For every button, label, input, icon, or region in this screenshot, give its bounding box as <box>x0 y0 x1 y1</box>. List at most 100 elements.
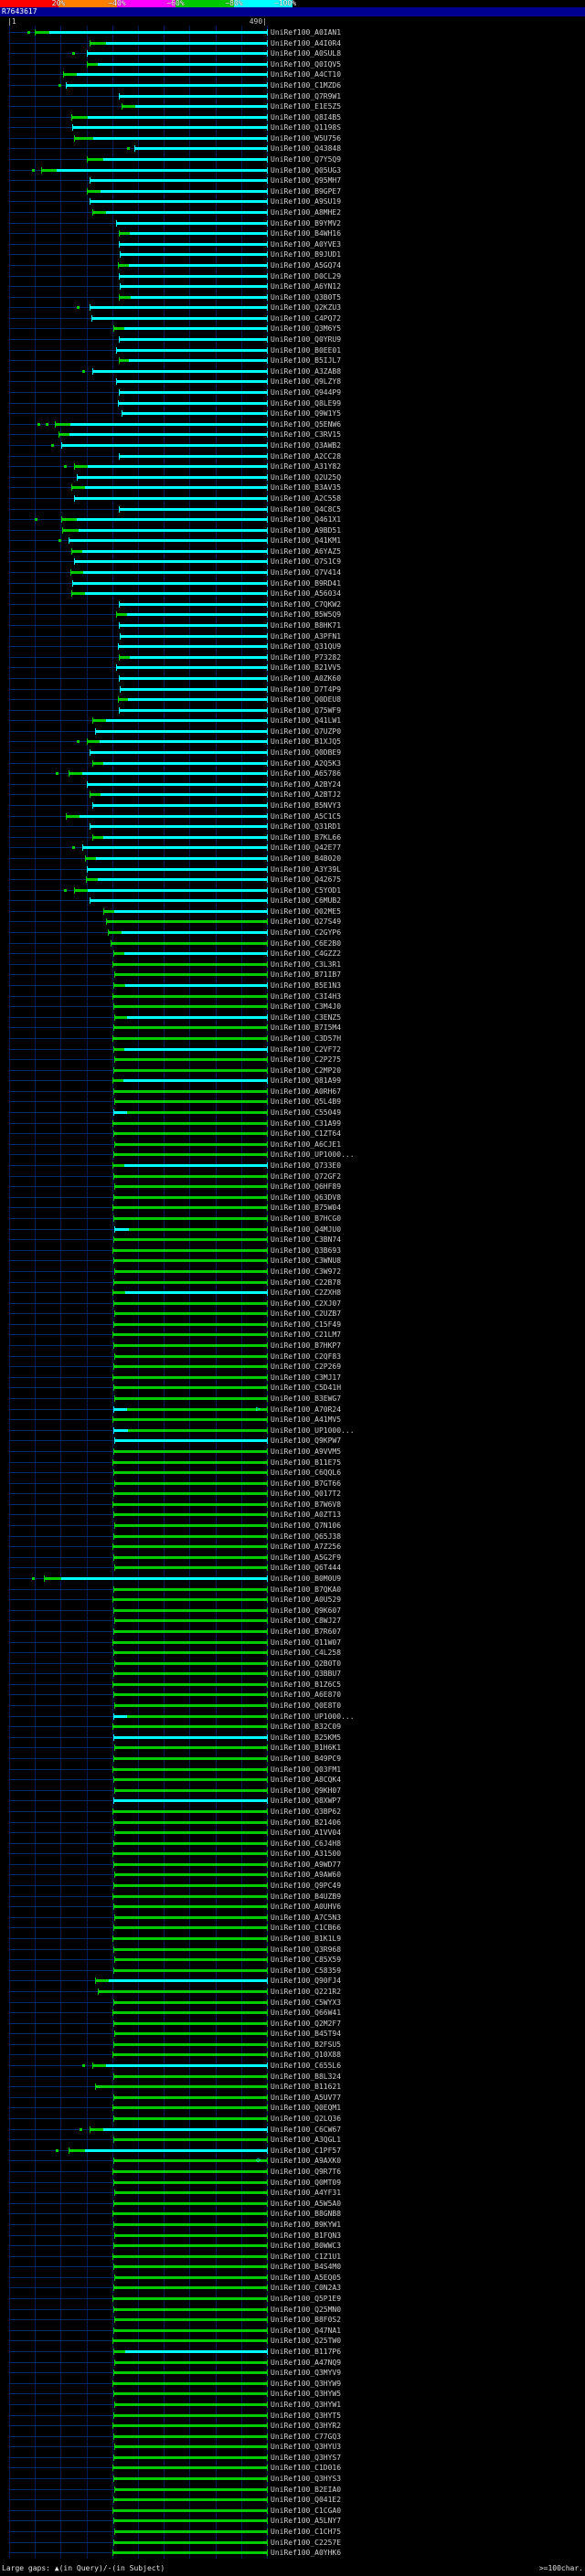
hit-label[interactable]: UniRef100_Q75WF9 <box>271 705 342 715</box>
hit-label[interactable]: UniRef100_Q31RD1 <box>271 822 342 832</box>
hit-bar-segment[interactable] <box>116 348 267 352</box>
hit-bar-segment[interactable] <box>113 1714 128 1718</box>
hit-bar-segment[interactable] <box>113 1735 267 1739</box>
hit-bar-segment[interactable] <box>127 1015 267 1019</box>
hit-label[interactable]: UniRef100_Q3MYV9 <box>271 2369 342 2378</box>
hit-bar-segment[interactable] <box>114 1619 267 1623</box>
hit-bar-segment[interactable] <box>90 306 267 310</box>
hit-label[interactable]: UniRef100_C2MP20 <box>271 1065 342 1075</box>
hit-label[interactable]: UniRef100_Q9R7T6 <box>271 2167 342 2176</box>
hit-label[interactable]: UniRef100_C5YOD1 <box>271 885 342 895</box>
hit-label[interactable]: UniRef100_B1H6K1 <box>271 1744 342 1753</box>
hit-label[interactable]: UniRef100_C3W972 <box>271 1267 342 1276</box>
hit-bar-segment[interactable] <box>35 31 50 34</box>
hit-bar-segment[interactable] <box>114 1015 128 1019</box>
hit-label[interactable]: UniRef100_A0YHK6 <box>271 2549 342 2558</box>
hit-label[interactable]: UniRef100_Q3HYW9 <box>271 2379 342 2388</box>
hit-bar-segment[interactable] <box>87 62 99 66</box>
hit-label[interactable]: UniRef100_Q11W07 <box>271 1638 342 1647</box>
hit-label[interactable]: UniRef100_C1CGA0 <box>271 2506 342 2515</box>
hit-bar-segment[interactable] <box>112 1079 124 1083</box>
hit-label[interactable]: UniRef100_C6E2B0 <box>271 938 342 948</box>
hit-bar-segment[interactable] <box>113 1947 267 1951</box>
hit-bar-segment[interactable] <box>128 359 267 363</box>
hit-bar-segment[interactable] <box>114 2275 267 2279</box>
hit-label[interactable]: UniRef100_A2C558 <box>271 493 342 503</box>
hit-bar-segment[interactable] <box>120 634 267 638</box>
hit-bar-segment[interactable] <box>106 719 267 723</box>
hit-label[interactable]: UniRef100_B7KL66 <box>271 832 342 842</box>
hit-bar-segment[interactable] <box>101 189 267 193</box>
hit-bar-segment[interactable] <box>119 602 267 606</box>
hit-label[interactable]: UniRef100_B9JUD1 <box>271 250 342 260</box>
hit-label[interactable]: UniRef100_A0RH67 <box>271 1087 342 1096</box>
hit-label[interactable]: UniRef100_Q02ME5 <box>271 906 342 916</box>
hit-label[interactable]: UniRef100_B75W04 <box>271 1203 342 1213</box>
hit-label[interactable]: UniRef100_B4B020 <box>271 853 342 863</box>
hit-bar-segment[interactable] <box>113 1449 267 1453</box>
hit-bar-segment[interactable] <box>113 1841 267 1845</box>
hit-bar-segment[interactable] <box>113 1259 267 1263</box>
hit-label[interactable]: UniRef100_C58359 <box>271 1966 342 1975</box>
hit-bar-segment[interactable] <box>114 2530 267 2533</box>
hit-label[interactable]: UniRef100_UP1000... <box>271 1712 355 1721</box>
hit-bar-segment[interactable] <box>113 1407 127 1411</box>
hit-label[interactable]: UniRef100_C3L3R1 <box>271 959 342 969</box>
hit-label[interactable]: UniRef100_C22B78 <box>271 1277 342 1287</box>
hit-bar-segment[interactable] <box>114 1058 267 1062</box>
hit-label[interactable]: UniRef100_Q7R9W1 <box>271 91 342 101</box>
hit-label[interactable]: UniRef100_C3ENZ5 <box>271 1012 342 1022</box>
hit-label[interactable]: UniRef100_Q9PC49 <box>271 1882 342 1891</box>
hit-bar-segment[interactable] <box>103 158 267 162</box>
hit-label[interactable]: UniRef100_Q10X88 <box>271 2051 342 2060</box>
hit-label[interactable]: UniRef100_Q0DBE9 <box>271 748 342 758</box>
hit-bar-segment[interactable] <box>118 263 129 267</box>
hit-bar-segment[interactable] <box>113 2519 267 2523</box>
hit-bar-segment[interactable] <box>98 1989 267 1993</box>
hit-bar-segment[interactable] <box>112 2212 267 2216</box>
hit-bar-segment[interactable] <box>113 1322 267 1326</box>
hit-label[interactable]: UniRef100_Q6T444 <box>271 1564 342 1573</box>
hit-label[interactable]: UniRef100_Q9K607 <box>271 1606 342 1615</box>
hit-label[interactable]: UniRef100_Q3AWB2 <box>271 440 342 450</box>
hit-bar-segment[interactable] <box>90 793 101 797</box>
hit-label[interactable]: UniRef100_Q221R2 <box>271 1987 342 1996</box>
hit-bar-segment[interactable] <box>70 422 267 426</box>
hit-label[interactable]: UniRef100_C2P275 <box>271 1055 342 1065</box>
hit-label[interactable]: UniRef100_C1PF57 <box>271 2146 342 2155</box>
hit-label[interactable]: UniRef100_B4WH16 <box>271 229 342 239</box>
hit-label[interactable]: UniRef100_UP1000... <box>271 1150 355 1160</box>
hit-bar-segment[interactable] <box>114 1100 267 1104</box>
hit-label[interactable]: UniRef100_Q0EQM1 <box>271 2104 342 2113</box>
hit-label[interactable]: UniRef100_Q7Y5Q9 <box>271 155 342 164</box>
hit-bar-segment[interactable] <box>114 1227 129 1231</box>
hit-bar-segment[interactable] <box>114 1439 267 1443</box>
hit-bar-segment[interactable] <box>112 2254 267 2258</box>
hit-label[interactable]: UniRef100_B3AV35 <box>271 483 342 493</box>
hit-label[interactable]: UniRef100_Q65J38 <box>271 1532 342 1541</box>
hit-label[interactable]: UniRef100_Q41LW1 <box>271 716 342 726</box>
hit-bar-segment[interactable] <box>122 105 135 109</box>
hit-bar-segment[interactable] <box>78 528 267 532</box>
hit-bar-segment[interactable] <box>131 295 267 299</box>
hit-label[interactable]: UniRef100_B1Z6C5 <box>271 1680 342 1689</box>
hit-bar-segment[interactable] <box>134 105 267 109</box>
hit-bar-segment[interactable] <box>74 560 267 564</box>
hit-label[interactable]: UniRef100_A5UV77 <box>271 2093 342 2102</box>
hit-label[interactable]: UniRef100_B21406 <box>271 1818 342 1827</box>
hit-label[interactable]: UniRef100_B1XJQ5 <box>271 737 342 747</box>
hit-bar-segment[interactable] <box>112 2297 267 2301</box>
hit-label[interactable]: UniRef100_Q63DV8 <box>271 1193 342 1202</box>
hit-label[interactable]: UniRef100_Q6HF89 <box>271 1182 342 1192</box>
hit-bar-segment[interactable] <box>113 1111 128 1115</box>
hit-bar-segment[interactable] <box>113 2540 267 2544</box>
hit-label[interactable]: UniRef100_B7GT66 <box>271 1479 342 1488</box>
hit-label[interactable]: UniRef100_Q8XWP7 <box>271 1797 342 1806</box>
hit-bar-segment[interactable] <box>113 1587 267 1591</box>
hit-label[interactable]: UniRef100_Q90FJ4 <box>271 1977 342 1986</box>
hit-label[interactable]: UniRef100_Q66W41 <box>271 2009 342 2018</box>
hit-bar-segment[interactable] <box>44 1576 62 1580</box>
hit-label[interactable]: UniRef100_Q3HYU3 <box>271 2443 342 2452</box>
hit-bar-segment[interactable] <box>113 1386 267 1390</box>
hit-label[interactable]: UniRef100_C2ZXH8 <box>271 1288 342 1298</box>
